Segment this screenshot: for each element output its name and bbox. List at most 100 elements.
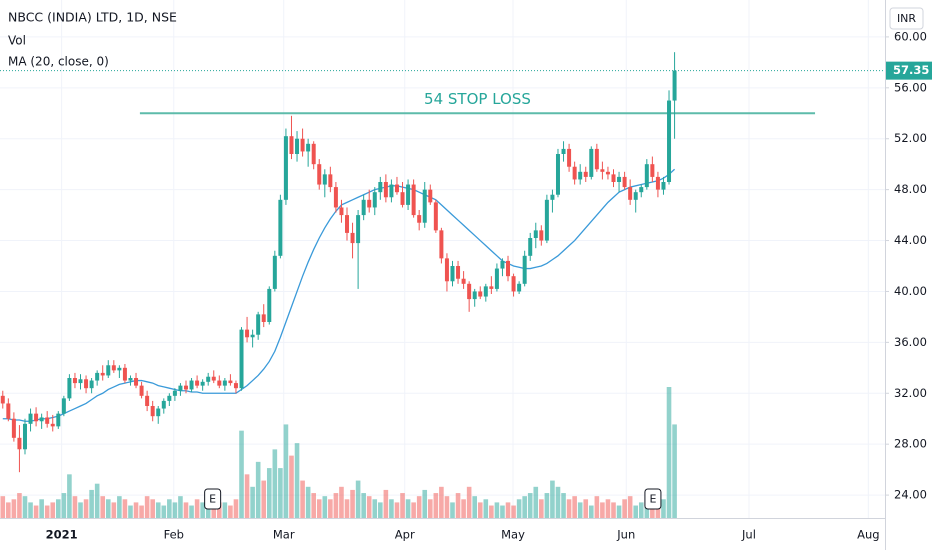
volume-bar — [50, 502, 56, 518]
candle-body — [639, 187, 644, 193]
candle-body — [300, 138, 305, 152]
volume-bar — [633, 505, 639, 518]
candle-body — [372, 192, 377, 208]
candle-body — [411, 184, 416, 216]
candle-body — [233, 383, 238, 389]
volume-bar — [339, 486, 344, 518]
volume-bar — [372, 499, 378, 518]
volume-bar — [555, 486, 561, 518]
x-tick-label: Feb — [164, 528, 184, 542]
candle-body — [572, 166, 577, 180]
volume-bar — [572, 496, 577, 518]
candle-body — [333, 187, 338, 208]
volume-bar — [144, 496, 150, 518]
volume-bar — [128, 505, 133, 518]
volume-bar — [11, 499, 17, 518]
volume-bar — [55, 499, 61, 518]
candle-body — [45, 417, 50, 424]
currency-label[interactable]: INR — [897, 12, 916, 25]
candle-body — [617, 176, 622, 182]
candle-body — [417, 215, 422, 223]
volume-bar — [111, 502, 117, 518]
volume-bar — [616, 505, 622, 518]
volume-bar — [189, 505, 194, 518]
volume-bar — [200, 502, 205, 518]
volume-bar — [500, 505, 505, 518]
last-price-box — [886, 61, 932, 80]
candle-body — [289, 136, 294, 154]
candle-body — [17, 437, 22, 450]
candle-body — [667, 100, 672, 182]
candle-body — [34, 413, 39, 422]
candle-body — [183, 385, 188, 390]
volume-bar — [194, 499, 200, 518]
candle-body — [406, 184, 411, 205]
candle-body — [472, 291, 477, 300]
volume-bar — [366, 496, 372, 518]
x-tick-label: Apr — [395, 528, 415, 542]
candle-body — [511, 276, 516, 292]
candle-body — [195, 380, 200, 386]
candle-body — [217, 380, 222, 386]
volume-bar — [133, 502, 139, 518]
currency-box[interactable] — [889, 7, 924, 30]
candle-body — [433, 202, 438, 231]
candle-body — [583, 171, 588, 177]
candle-body — [211, 376, 216, 381]
candle-body — [22, 423, 27, 450]
volume-bar — [594, 496, 600, 518]
candle-body — [200, 381, 205, 386]
candle-body — [122, 367, 127, 381]
candle-body — [439, 230, 444, 259]
candle-body — [206, 376, 211, 382]
volume-bar — [283, 424, 289, 518]
volume-bar — [78, 502, 83, 518]
volume-bar — [405, 499, 411, 518]
volume-bar — [294, 443, 300, 518]
volume-bar — [550, 480, 555, 518]
y-tick-label: 48.00 — [894, 182, 927, 196]
candle-body — [528, 238, 533, 256]
volume-bar — [583, 499, 589, 518]
candle-body — [555, 154, 560, 195]
candle-body — [139, 385, 144, 396]
chart-title: NBCC (INDIA) LTD, 1D, NSE — [8, 10, 177, 25]
candle-body — [134, 378, 139, 386]
candle-body — [522, 255, 527, 284]
candle-body — [622, 176, 627, 188]
y-tick-label: 36.00 — [894, 335, 927, 349]
x-tick-label: Aug — [857, 528, 879, 542]
candle-body — [6, 403, 11, 419]
candle-body — [261, 314, 266, 322]
candle-body — [500, 260, 505, 269]
volume-bar — [105, 499, 111, 518]
volume-bar — [100, 496, 106, 518]
candle-body — [567, 148, 572, 167]
candle-body — [245, 329, 250, 338]
candle-body — [0, 395, 5, 404]
volume-bar — [83, 499, 89, 518]
candle-body — [317, 164, 322, 185]
candle-body — [156, 408, 161, 417]
candle-body — [328, 174, 333, 188]
candle-body — [578, 171, 583, 180]
candle-body — [633, 192, 638, 200]
volume-bar — [650, 502, 655, 518]
volume-bar — [661, 499, 666, 518]
volume-bar — [0, 496, 6, 518]
volume-bar — [389, 499, 394, 518]
candle-body — [544, 199, 549, 241]
volume-bar — [416, 496, 422, 518]
volume-bar — [266, 468, 272, 518]
candle-body — [506, 260, 511, 277]
plot-area: E E 54 STOP LOSS — [0, 0, 885, 518]
candle-body — [361, 199, 366, 216]
x-tick-label: Jun — [616, 528, 635, 542]
volume-bar — [516, 499, 522, 518]
volume-bar — [461, 499, 466, 518]
candle-body — [383, 182, 388, 198]
candle-body — [467, 283, 472, 300]
volume-bar — [439, 486, 444, 518]
